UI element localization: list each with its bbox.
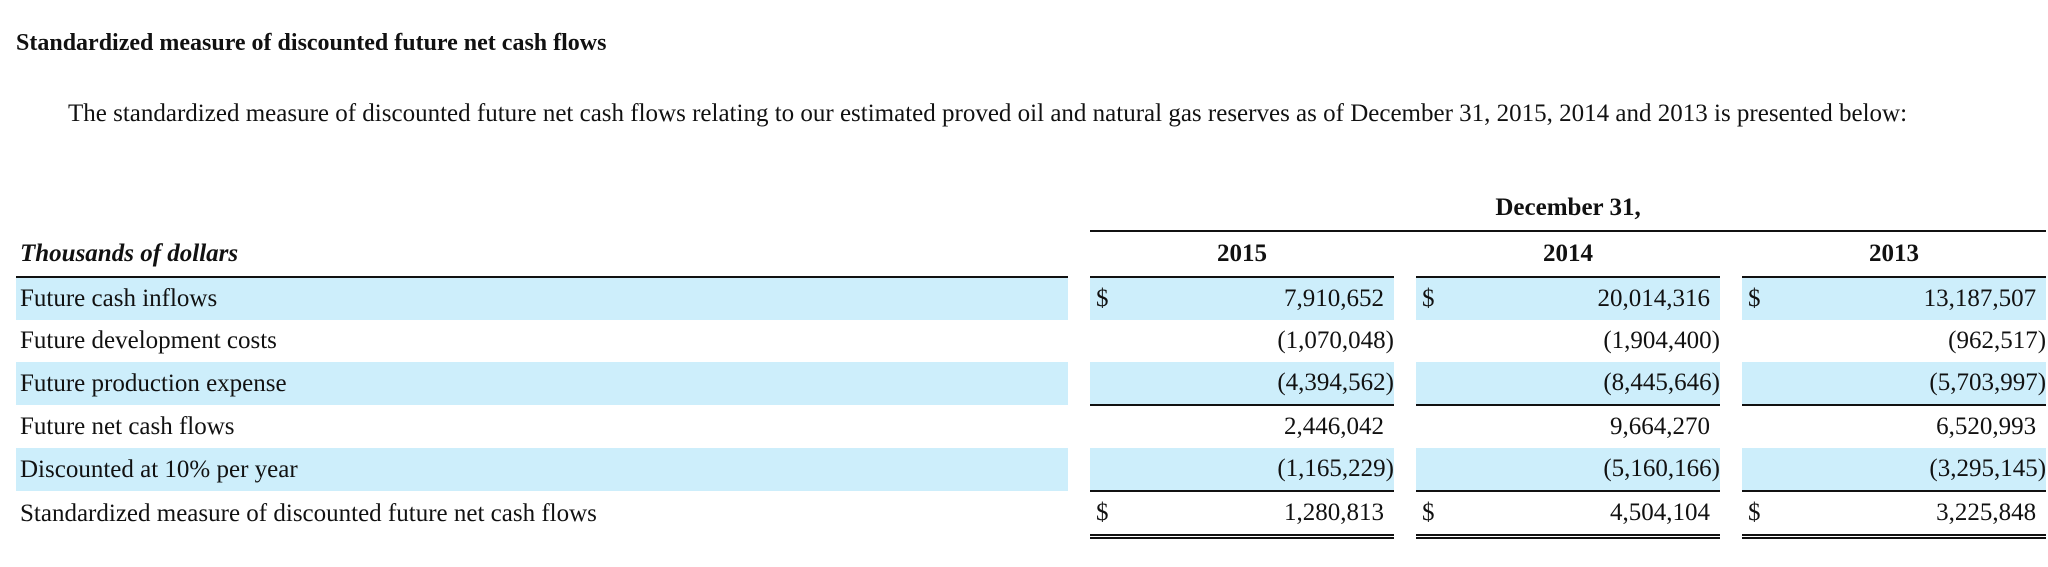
dollar-sign: $	[1416, 491, 1456, 539]
value-2015: 2,446,042	[1284, 413, 1384, 440]
value-2013: 3,225,848	[1782, 491, 2047, 539]
value-2015: (1,070,048)	[1277, 327, 1394, 354]
value-2013: (3,295,145)	[1782, 448, 2047, 492]
table-row-future-net-cash-flows: Future net cash flows 2,446,042 9,664,27…	[16, 405, 2046, 448]
value-2013: (962,517)	[1948, 327, 2047, 354]
value-2014: (1,904,400)	[1603, 327, 1720, 354]
value-2015: 7,910,652	[1130, 277, 1394, 320]
value-2014: 4,504,104	[1456, 491, 1720, 539]
value-2015: (1,165,229)	[1130, 448, 1394, 492]
table-row-standardized-measure-total: Standardized measure of discounted futur…	[16, 491, 2047, 539]
value-2014: 20,014,316	[1456, 277, 1720, 320]
dollar-sign: $	[1090, 277, 1130, 320]
dollar-sign: $	[1742, 491, 1782, 539]
row-label: Future cash inflows	[16, 277, 1068, 320]
period-header: December 31,	[1090, 186, 2047, 232]
value-2013: 6,520,993	[1936, 413, 2037, 440]
cash-flow-table-container: December 31, Thousands of dollars 2015 2…	[16, 186, 2047, 539]
value-2014: (5,160,166)	[1456, 448, 1720, 492]
intro-paragraph: The standardized measure of discounted f…	[68, 100, 1908, 127]
table-row-future-cash-inflows: Future cash inflows $ 7,910,652 $ 20,014…	[16, 277, 2047, 320]
column-header-row: Thousands of dollars 2015 2014 2013	[16, 231, 2047, 278]
table-row-future-production-expense: Future production expense (4,394,562) (8…	[16, 362, 2047, 406]
row-label: Standardized measure of discounted futur…	[20, 499, 597, 527]
row-label: Future development costs	[20, 327, 277, 354]
row-label: Future production expense	[16, 362, 1068, 405]
year-header-2013: 2013	[1742, 231, 2047, 278]
table-row-discounted-10-percent: Discounted at 10% per year (1,165,229) (…	[16, 448, 2047, 492]
year-header-2015: 2015	[1090, 231, 1394, 278]
dollar-sign: $	[1416, 277, 1456, 320]
dollar-sign: $	[1742, 277, 1782, 320]
value-2014: 9,664,270	[1610, 413, 1710, 440]
year-header-2014: 2014	[1416, 231, 1720, 278]
value-2015: (4,394,562)	[1130, 362, 1394, 406]
row-label: Future net cash flows	[20, 412, 235, 440]
value-2015: 1,280,813	[1130, 491, 1394, 539]
row-label: Discounted at 10% per year	[16, 448, 1068, 491]
standardized-measure-table: December 31, Thousands of dollars 2015 2…	[16, 186, 2047, 539]
value-2013: 13,187,507	[1782, 277, 2047, 320]
value-2014: (8,445,646)	[1456, 362, 1720, 406]
dollar-sign: $	[1090, 491, 1130, 539]
table-row-future-development-costs: Future development costs (1,070,048) (1,…	[16, 320, 2046, 362]
units-label: Thousands of dollars	[16, 231, 1068, 278]
period-header-row: December 31,	[16, 186, 2047, 232]
section-heading: Standardized measure of discounted futur…	[16, 30, 607, 56]
value-2013: (5,703,997)	[1782, 362, 2047, 406]
